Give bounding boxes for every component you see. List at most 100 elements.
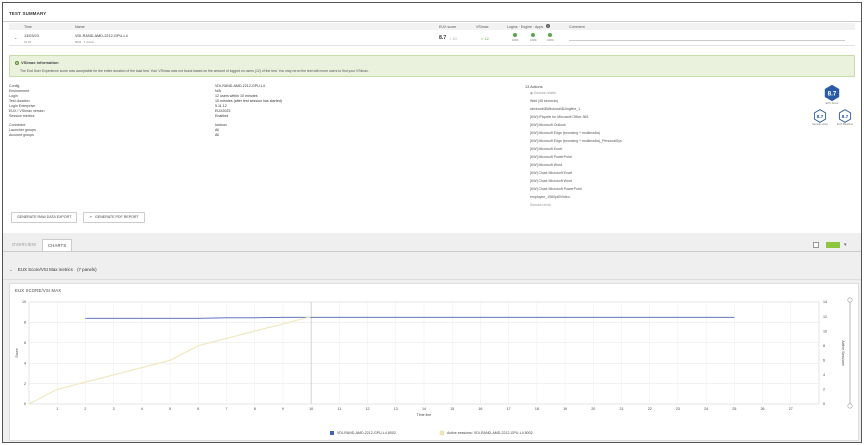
y-right-tick-label: 8 xyxy=(823,344,825,348)
y-right-tick-label: 6 xyxy=(823,358,825,362)
detail-value: 12 users within 10 minutes xyxy=(215,94,258,98)
x-tick-label: 9 xyxy=(282,407,284,411)
x-tick-label: 3 xyxy=(113,407,115,411)
action-item: Session ends xyxy=(530,203,552,207)
detail-value: All xyxy=(215,133,219,137)
metrics-title: EUX Score/VSI Max metrics xyxy=(17,267,73,272)
y-right-axis-label: Active Sessions xyxy=(841,340,845,366)
baseline-score-badge: 8.7 EUX Baseline xyxy=(833,109,857,126)
eux-score-line xyxy=(85,316,735,319)
svg-text:8.7: 8.7 xyxy=(842,114,849,120)
x-tick-label: 2 xyxy=(84,407,86,411)
baseline-score-label: EUX Baseline xyxy=(836,123,853,126)
x-tick-label: 17 xyxy=(507,407,511,411)
toggle-switch[interactable] xyxy=(826,242,840,248)
y-right-tick-label: 10 xyxy=(823,329,827,333)
charts-section: OVERVIEW CHARTS ▾ ⌄ EUX Score/VSI Max me… xyxy=(3,233,861,442)
action-item: [KW] Close Microsoft Excel xyxy=(530,171,573,175)
x-tick-label: 10 xyxy=(309,407,313,411)
legend-entry: VDI-RAND-AMD-2212-GPU-L4 8002 xyxy=(337,431,396,435)
detail-value: VDI-RAND-AMD-2212-GPU-L4 xyxy=(215,84,265,88)
detail-label: Launcher groups xyxy=(9,128,36,132)
detail-label: Environment xyxy=(9,89,30,93)
x-tick-label: 12 xyxy=(366,407,370,411)
chart-toolbar: ▾ xyxy=(813,242,855,248)
row-date: 13/03/23 xyxy=(24,34,39,38)
row-name[interactable]: VDI-RAND-AMD-2212-GPU-L4 xyxy=(75,34,128,38)
action-item: [KW] Microsoft PowerPoint xyxy=(530,155,572,159)
x-tick-label: 21 xyxy=(620,407,624,411)
row-vsimax: > 12 xyxy=(481,36,489,41)
x-tick-label: 25 xyxy=(732,407,736,411)
tab-charts[interactable]: CHARTS xyxy=(42,239,73,251)
zoom-slider-handle xyxy=(847,297,853,303)
divider xyxy=(3,279,861,280)
tab-divider xyxy=(3,251,861,252)
detail-value: N/A xyxy=(215,89,221,93)
action-item: [KW] Microsoft Edge (browsing + multimed… xyxy=(530,131,601,135)
y-left-tick-label: 4 xyxy=(24,361,26,365)
detail-label: Session metrics xyxy=(9,114,35,118)
detail-label: Test duration xyxy=(9,99,30,103)
sample-score-badge: 8.7 Sample score xyxy=(809,109,831,126)
table-row[interactable]: ⌄ 13/03/23 15:18 VDI-RAND-AMD-2212-GPU-L… xyxy=(9,31,855,46)
action-item: [KW] Microsoft Edge (browsing + multimed… xyxy=(530,139,622,143)
results-table-header: Time Name EUX score VSImax Logins · Engi… xyxy=(9,23,855,30)
x-tick-label: 27 xyxy=(789,407,793,411)
zoom-slider-handle xyxy=(847,403,853,409)
detail-label: Config xyxy=(9,84,20,88)
detail-label: EUX / VSImax version xyxy=(9,109,45,113)
x-tick-label: 19 xyxy=(563,407,567,411)
info-icon[interactable] xyxy=(546,24,550,29)
y-left-axis-label: Score xyxy=(15,348,19,357)
action-item: [KW] Close Microsoft Word xyxy=(530,179,572,183)
detail-value: 5.11.12 xyxy=(215,104,227,108)
detail-label: Connector xyxy=(9,123,26,127)
svg-text:8.7: 8.7 xyxy=(828,90,837,97)
x-tick-label: 4 xyxy=(141,407,143,411)
x-tick-label: 11 xyxy=(337,407,341,411)
detail-value: All xyxy=(215,128,219,132)
metrics-count: (7 panels) xyxy=(77,267,97,272)
y-right-tick-label: 0 xyxy=(823,402,825,406)
y-left-tick-label: 10 xyxy=(22,300,26,304)
x-tick-label: 18 xyxy=(535,407,539,411)
x-tick-label: 22 xyxy=(648,407,652,411)
col-vsimax: VSImax xyxy=(476,24,489,29)
tab-overview[interactable]: OVERVIEW xyxy=(12,242,37,247)
action-item: [KW] Microsoft Outlook xyxy=(530,123,566,127)
chevron-down-icon[interactable]: ▾ xyxy=(844,242,847,248)
comment-field[interactable] xyxy=(569,40,845,41)
y-right-tick-label: 4 xyxy=(823,373,825,377)
detail-value: 15 minutes (after test session has start… xyxy=(215,99,282,103)
col-eux: EUX score xyxy=(439,24,457,29)
eux-vsimax-panel: EUX SCORE/VSI MAX 0 2 4 6 8 10 0 2 4 6 8 10 12 14 1 2 3 4… xyxy=(9,283,859,441)
y-right-tick-label: 12 xyxy=(823,315,827,319)
detail-value: Enabled xyxy=(215,114,229,118)
y-right-tick-label: 14 xyxy=(823,300,827,304)
x-tick-label: 1 xyxy=(56,407,58,411)
engine-status-dot xyxy=(531,33,535,37)
logins-status-dot xyxy=(513,33,517,37)
sample-score-label: Sample score xyxy=(812,123,828,126)
detail-value: Ionicon xyxy=(215,123,227,127)
y-right-tick-label: 2 xyxy=(823,388,825,392)
actions-title: 13 Actions xyxy=(525,85,543,89)
info-circle-icon: i xyxy=(15,60,19,65)
chevron-down-icon[interactable]: ⌄ xyxy=(14,35,18,40)
generate-raw-export-button[interactable]: GENERATE RAW DATA EXPORT xyxy=(11,212,78,223)
x-tick-label: 26 xyxy=(761,407,765,411)
grid-view-icon[interactable] xyxy=(813,242,819,248)
apps-status-label: 100% xyxy=(547,39,554,42)
detail-label: Login xyxy=(9,94,18,98)
x-tick-label: 24 xyxy=(704,407,708,411)
metrics-header[interactable]: ⌄ EUX Score/VSI Max metrics (7 panels) xyxy=(9,267,97,273)
y-left-tick-label: 6 xyxy=(24,341,26,345)
generate-pdf-report-button[interactable]: ↗ GENERATE PDF REPORT xyxy=(83,212,145,223)
banner-title: VSImax information xyxy=(21,60,59,65)
divider xyxy=(3,21,861,22)
external-link-icon: ↗ xyxy=(89,215,93,219)
x-tick-label: 5 xyxy=(169,407,171,411)
